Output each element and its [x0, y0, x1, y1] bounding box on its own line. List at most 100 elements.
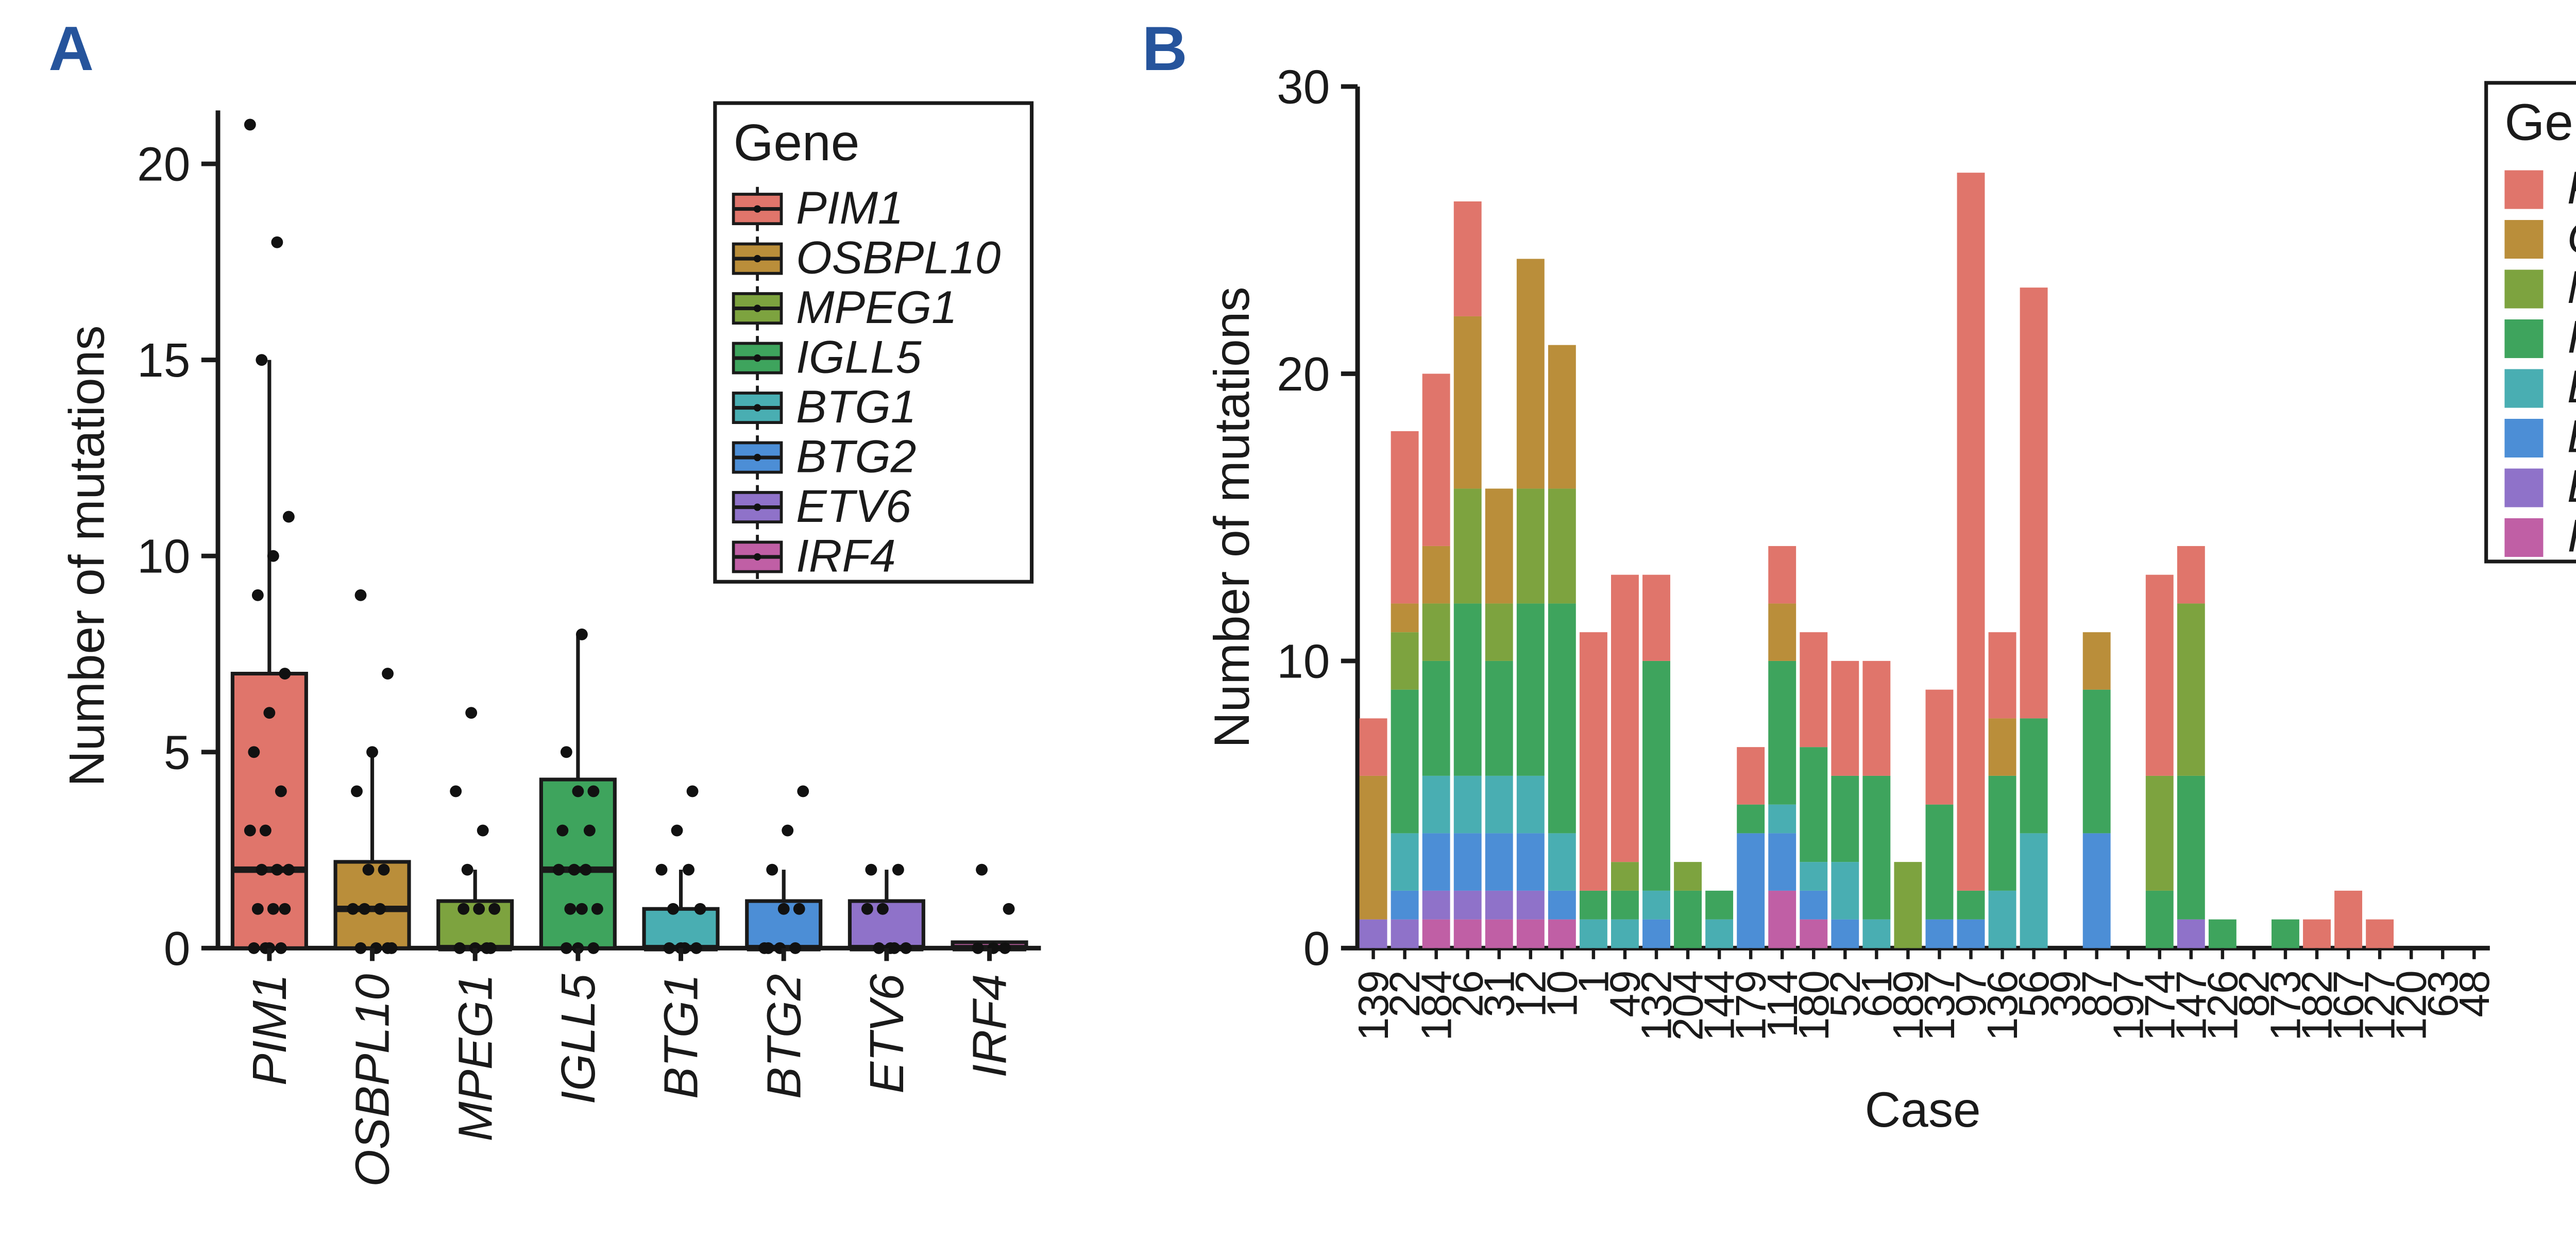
legend-entry-BTG2[interactable]: BTG2	[732, 431, 917, 482]
segment-BTG1	[1422, 775, 1450, 834]
legend-panel-b: Gene PIM1OSBPL10MPEG1IGLL5BTG1BTG2ETV6IRF…	[2484, 81, 2576, 564]
bar-case-137[interactable]	[1925, 689, 1954, 948]
segment-PIM1	[1579, 632, 1607, 891]
legend-entry-BTG1[interactable]: BTG1	[732, 381, 917, 432]
box-OSBPL10[interactable]	[333, 589, 411, 954]
case-axis-label: 61	[1854, 970, 1901, 1017]
legend-label: OSBPL10	[796, 232, 1001, 283]
data-point	[457, 903, 470, 915]
y-tick-label: 20	[1277, 347, 1330, 401]
legend-entry-OSBPL10[interactable]: OSBPL10	[732, 232, 1001, 283]
bar-case-167[interactable]	[2334, 890, 2363, 948]
legend-entry-MPEG1[interactable]: MPEG1	[2504, 261, 2576, 313]
data-point	[861, 903, 873, 915]
data-point	[267, 550, 279, 562]
data-point	[354, 942, 367, 954]
bar-case-31[interactable]	[1485, 488, 1513, 948]
legend-entry-MPEG1[interactable]: MPEG1	[732, 281, 957, 333]
bar-case-179[interactable]	[1737, 747, 1765, 948]
bar-case-127[interactable]	[2366, 919, 2394, 948]
legend-entry-ETV6[interactable]: ETV6	[2504, 460, 2576, 512]
box-BTG1[interactable]	[642, 785, 720, 954]
segment-IGLL5	[1422, 660, 1450, 776]
legend-entry-OSBPL10[interactable]: OSBPL10	[2504, 211, 2576, 263]
bar-case-174[interactable]	[2145, 574, 2174, 948]
legend-entry-PIM1[interactable]: PIM1	[732, 182, 904, 233]
bar-case-49[interactable]	[1611, 574, 1639, 948]
data-point	[465, 707, 478, 719]
box-IGLL5[interactable]	[539, 629, 617, 954]
legend-entry-IGLL5[interactable]: IGLL5	[732, 331, 922, 383]
legend-entry-BTG2[interactable]: BTG2	[2504, 410, 2576, 462]
segment-BTG2	[1422, 833, 1450, 891]
data-point	[282, 511, 295, 523]
bar-case-22[interactable]	[1391, 431, 1419, 948]
segment-IGLL5	[1800, 747, 1828, 862]
segment-IGLL5	[1705, 890, 1734, 920]
gene-axis-label: OSBPL10	[346, 974, 399, 1186]
bar-case-144[interactable]	[1705, 890, 1734, 948]
bar-case-189[interactable]	[1894, 862, 1922, 948]
gene-axis-label: BTG2	[757, 974, 810, 1099]
data-point	[488, 903, 501, 915]
bar-case-136[interactable]	[1988, 632, 2016, 948]
segment-MPEG1	[2177, 603, 2205, 776]
legend-entry-IRF4[interactable]: IRF4	[2504, 510, 2576, 561]
data-point	[256, 863, 268, 876]
box-PIM1[interactable]	[230, 118, 308, 954]
bar-case-180[interactable]	[1800, 632, 1828, 948]
data-point	[793, 903, 805, 915]
segment-ETV6	[1516, 890, 1545, 920]
bar-case-173[interactable]	[2272, 919, 2299, 948]
segment-BTG2	[1548, 890, 1576, 920]
bar-case-1[interactable]	[1579, 632, 1607, 948]
bar-case-139[interactable]	[1359, 718, 1387, 948]
legend-entry-PIM1[interactable]: PIM1	[2504, 162, 2576, 213]
bar-case-184[interactable]	[1422, 374, 1450, 948]
bar-case-204[interactable]	[1674, 862, 1702, 948]
bar-case-87[interactable]	[2082, 632, 2111, 948]
panel-b-label: B	[1142, 13, 1188, 83]
bar-case-97[interactable]	[1957, 173, 1985, 948]
segment-IGLL5	[2145, 890, 2174, 948]
panel-b-x-axis-title: Case	[1865, 1082, 1981, 1138]
bar-case-132[interactable]	[1642, 574, 1670, 948]
bar-case-52[interactable]	[1831, 660, 1859, 948]
segment-PIM1	[1737, 747, 1765, 805]
legend-key-swatch	[2504, 369, 2544, 408]
box-BTG2[interactable]	[745, 785, 823, 954]
box-body	[230, 671, 308, 950]
segment-PIM1	[1925, 689, 1954, 805]
bar-case-26[interactable]	[1453, 201, 1482, 948]
bar-case-126[interactable]	[2208, 919, 2236, 948]
bar-case-61[interactable]	[1862, 660, 1891, 948]
box-MPEG1[interactable]	[436, 707, 514, 954]
box-body	[333, 860, 411, 950]
gene-axis-label: ETV6	[860, 974, 913, 1094]
bar-case-114[interactable]	[1768, 546, 1797, 948]
box-body	[642, 907, 720, 950]
legend-entry-IRF4[interactable]: IRF4	[732, 530, 896, 582]
legend-entry-ETV6[interactable]: ETV6	[732, 480, 911, 532]
box-IRF4[interactable]	[951, 863, 1028, 954]
case-axis-label: 49	[1602, 970, 1649, 1017]
legend-entry-BTG1[interactable]: BTG1	[2504, 361, 2576, 412]
segment-MPEG1	[1548, 488, 1576, 604]
legend-label: BTG2	[796, 431, 916, 482]
segment-OSBPL10	[1359, 775, 1387, 920]
segment-PIM1	[1800, 632, 1828, 748]
bar-case-56[interactable]	[2020, 287, 2048, 948]
bar-case-182[interactable]	[2303, 919, 2331, 948]
segment-BTG1	[1831, 862, 1859, 920]
data-point	[782, 824, 794, 837]
data-point	[267, 903, 279, 915]
bar-case-147[interactable]	[2177, 546, 2205, 948]
segment-ETV6	[1453, 890, 1482, 920]
segment-IRF4	[1768, 890, 1797, 948]
box-ETV6[interactable]	[848, 863, 925, 954]
legend-entry-IGLL5[interactable]: IGLL5	[2504, 311, 2576, 362]
case-axis-label: 1	[1570, 970, 1617, 994]
bar-case-10[interactable]	[1548, 345, 1576, 948]
bar-case-12[interactable]	[1516, 259, 1545, 948]
segment-MPEG1	[1516, 488, 1545, 604]
